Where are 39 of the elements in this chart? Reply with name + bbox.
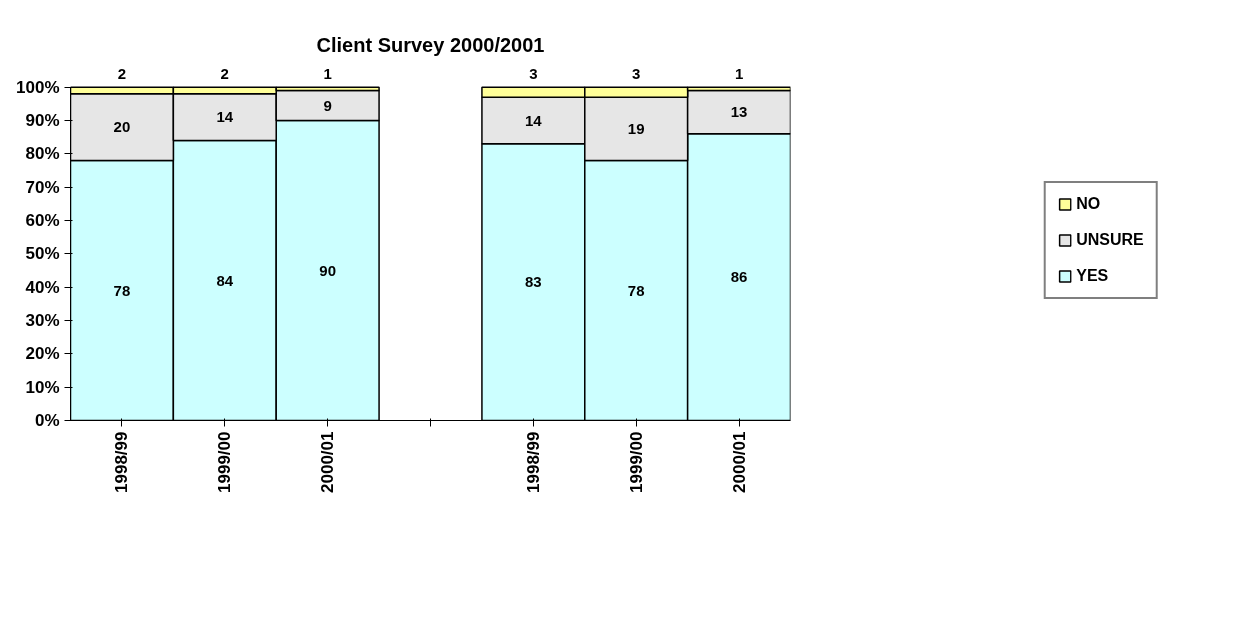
- data-label: 20: [113, 118, 131, 136]
- data-label: 90: [319, 261, 336, 279]
- y-tick-label: 0%: [34, 411, 60, 430]
- chart-title: Client Survey 2000/2001: [316, 33, 545, 56]
- data-label: 9: [323, 96, 332, 114]
- data-label: 14: [216, 108, 234, 126]
- y-tick-label: 80%: [25, 144, 60, 164]
- data-label: 83: [525, 273, 542, 291]
- data-label: 78: [627, 281, 645, 299]
- data-label: 13: [730, 103, 748, 121]
- x-tick-label: 1998/99: [523, 431, 543, 493]
- data-label: 1: [734, 64, 744, 82]
- data-label: 2: [220, 64, 229, 82]
- y-tick-label: 60%: [25, 211, 60, 230]
- data-label: 86: [730, 268, 748, 286]
- legend-label: YES: [1076, 267, 1109, 285]
- data-label: 78: [113, 281, 131, 299]
- y-tick-label: 10%: [25, 377, 60, 397]
- y-tick-label: 50%: [25, 244, 60, 264]
- data-label: 3: [529, 64, 538, 82]
- legend-label: UNSURE: [1076, 231, 1144, 249]
- y-tick-label: 20%: [25, 344, 60, 364]
- data-label: 14: [525, 111, 543, 129]
- y-tick-label: 70%: [25, 177, 60, 197]
- data-label: 3: [632, 64, 641, 82]
- x-tick-label: 1999/00: [215, 431, 235, 493]
- x-tick-label: 1999/00: [626, 431, 646, 493]
- y-tick-label: 90%: [25, 111, 60, 130]
- y-tick-label: 40%: [25, 277, 60, 297]
- data-label: 2: [117, 64, 127, 82]
- y-tick-label: 30%: [25, 311, 60, 330]
- data-label: 1: [323, 64, 332, 82]
- x-tick-label: 2000/01: [729, 431, 749, 493]
- data-label: 84: [216, 271, 234, 289]
- x-tick-label: 2000/01: [318, 431, 338, 493]
- legend-label: NO: [1076, 195, 1101, 213]
- data-label: 19: [627, 119, 645, 137]
- x-tick-label: 1998/99: [112, 431, 132, 493]
- y-tick-label: 100%: [16, 77, 60, 97]
